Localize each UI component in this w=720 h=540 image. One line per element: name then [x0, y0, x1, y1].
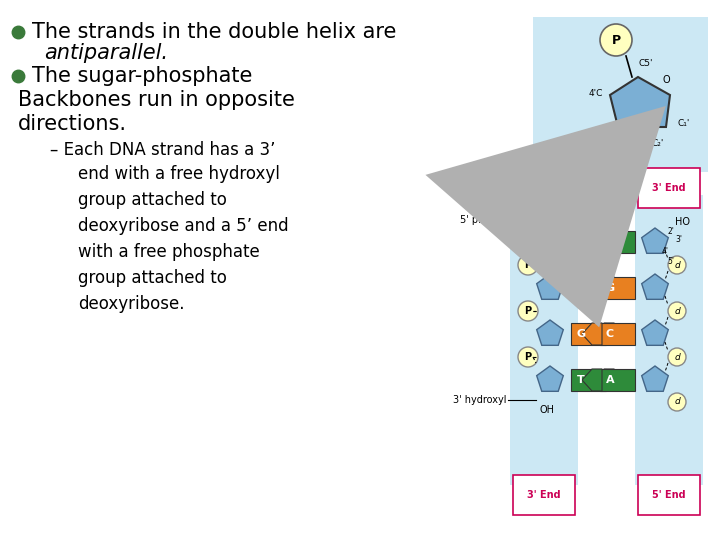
- Text: directions.: directions.: [18, 114, 127, 134]
- Text: P: P: [524, 352, 531, 362]
- Text: with a free phosphate: with a free phosphate: [78, 243, 260, 261]
- FancyBboxPatch shape: [600, 231, 635, 253]
- FancyArrow shape: [582, 369, 602, 391]
- Polygon shape: [536, 320, 563, 345]
- Circle shape: [518, 210, 538, 230]
- Circle shape: [518, 301, 538, 321]
- Circle shape: [668, 393, 686, 411]
- Text: – Each DNA strand has a 3’: – Each DNA strand has a 3’: [50, 141, 276, 159]
- Text: group attached to: group attached to: [78, 191, 227, 209]
- Text: 3' End: 3' End: [527, 490, 561, 500]
- Text: G: G: [577, 329, 585, 339]
- Text: 4': 4': [662, 247, 669, 256]
- Text: C: C: [606, 329, 614, 339]
- Circle shape: [518, 347, 538, 367]
- FancyArrow shape: [604, 323, 624, 345]
- Text: 5': 5': [667, 258, 674, 267]
- Circle shape: [668, 256, 686, 274]
- Text: OH: OH: [540, 405, 555, 415]
- Text: 1: 1: [564, 241, 570, 250]
- Text: HO: HO: [675, 217, 690, 227]
- Text: C₁': C₁': [678, 118, 690, 127]
- Text: 3': 3': [675, 235, 682, 245]
- FancyBboxPatch shape: [635, 195, 703, 485]
- Text: P: P: [524, 217, 531, 227]
- Text: group attached to: group attached to: [78, 269, 227, 287]
- Circle shape: [600, 24, 632, 56]
- Polygon shape: [642, 228, 668, 253]
- Text: C₂': C₂': [652, 138, 664, 147]
- Text: end with a free hydroxyl: end with a free hydroxyl: [78, 165, 280, 183]
- Text: A: A: [606, 375, 614, 385]
- FancyBboxPatch shape: [571, 323, 606, 345]
- FancyBboxPatch shape: [600, 277, 635, 299]
- Text: 2': 2': [668, 227, 675, 237]
- Polygon shape: [536, 366, 563, 391]
- Text: deoxyribose and a 5’ end: deoxyribose and a 5’ end: [78, 217, 289, 235]
- Text: d: d: [674, 260, 680, 269]
- FancyBboxPatch shape: [533, 17, 708, 172]
- Text: P: P: [524, 260, 531, 270]
- Polygon shape: [536, 274, 563, 299]
- Text: The sugar-phosphate: The sugar-phosphate: [32, 66, 253, 86]
- FancyArrow shape: [582, 277, 602, 299]
- Polygon shape: [610, 77, 670, 127]
- FancyBboxPatch shape: [571, 277, 606, 299]
- FancyArrow shape: [582, 231, 602, 253]
- Text: d: d: [674, 353, 680, 361]
- Text: A: A: [577, 237, 585, 247]
- Text: d: d: [674, 397, 680, 407]
- Text: 3': 3': [532, 253, 539, 262]
- Circle shape: [668, 302, 686, 320]
- Text: Backbones run in opposite: Backbones run in opposite: [18, 90, 295, 110]
- Text: 4'C: 4'C: [589, 89, 603, 98]
- FancyBboxPatch shape: [510, 195, 578, 485]
- Text: P: P: [611, 33, 621, 46]
- Text: 3' hydroxyl: 3' hydroxyl: [453, 395, 506, 405]
- Text: C: C: [577, 283, 585, 293]
- Text: antiparallel.: antiparallel.: [44, 43, 168, 63]
- Text: C5': C5': [639, 58, 653, 68]
- Text: T: T: [577, 375, 585, 385]
- Polygon shape: [536, 228, 563, 253]
- FancyArrow shape: [604, 369, 624, 391]
- Text: T: T: [606, 237, 614, 247]
- Text: 3' End: 3' End: [652, 183, 686, 193]
- Circle shape: [668, 348, 686, 366]
- Text: The strands in the double helix are: The strands in the double helix are: [32, 22, 397, 42]
- Text: 5' End: 5' End: [527, 183, 561, 193]
- Text: 5' phosphate: 5' phosphate: [460, 215, 523, 225]
- Text: G: G: [606, 283, 615, 293]
- Text: 5' End: 5' End: [652, 490, 686, 500]
- Text: O: O: [662, 75, 670, 85]
- Circle shape: [518, 255, 538, 275]
- Text: 5': 5': [530, 217, 538, 226]
- Text: d: d: [674, 307, 680, 315]
- Polygon shape: [642, 366, 668, 391]
- Text: 2': 2': [552, 255, 559, 264]
- Polygon shape: [642, 320, 668, 345]
- FancyBboxPatch shape: [571, 231, 606, 253]
- Text: 3'C: 3'C: [599, 131, 613, 139]
- FancyBboxPatch shape: [600, 323, 635, 345]
- Text: P: P: [524, 306, 531, 316]
- Text: 4': 4': [528, 235, 536, 244]
- Text: P: P: [524, 215, 531, 225]
- FancyArrow shape: [582, 323, 602, 345]
- Polygon shape: [642, 274, 668, 299]
- FancyArrow shape: [604, 231, 624, 253]
- FancyArrow shape: [604, 277, 624, 299]
- FancyBboxPatch shape: [600, 369, 635, 391]
- Text: deoxyribose.: deoxyribose.: [78, 295, 184, 313]
- Circle shape: [518, 212, 538, 232]
- FancyBboxPatch shape: [571, 369, 606, 391]
